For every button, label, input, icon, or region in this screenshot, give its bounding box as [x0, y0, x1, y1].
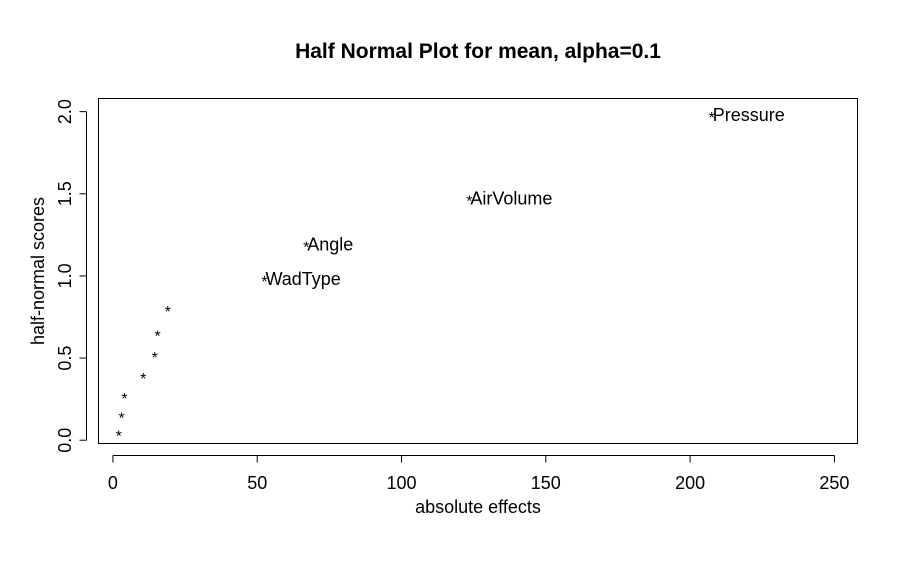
data-point: * [116, 429, 122, 446]
data-point: * [155, 328, 161, 345]
plot-area-frame [98, 98, 858, 444]
point-label: AirVolume [470, 189, 552, 209]
y-tick-label: 1.5 [55, 181, 75, 206]
data-point: * [261, 274, 267, 291]
data-point: * [118, 411, 124, 428]
x-tick-label: 50 [247, 473, 267, 493]
y-tick-label: 1.0 [55, 263, 75, 288]
y-axis: 0.0 0.5 1.0 1.5 2.0 [55, 99, 87, 453]
x-axis-label: absolute effects [415, 497, 541, 517]
y-tick-label: 0.5 [55, 346, 75, 371]
chart-title: Half Normal Plot for mean, alpha=0.1 [295, 40, 661, 63]
x-tick-label: 0 [108, 473, 118, 493]
x-tick-label: 100 [386, 473, 416, 493]
data-point: * [152, 350, 158, 367]
x-tick-label: 200 [675, 473, 705, 493]
y-axis-label: half-normal scores [28, 197, 48, 345]
x-tick-label: 150 [531, 473, 561, 493]
data-point: * [709, 110, 715, 127]
point-label: Angle [307, 235, 353, 255]
data-point: * [165, 304, 171, 321]
y-tick-label: 2.0 [55, 99, 75, 124]
data-point: * [303, 240, 309, 257]
data-points: ********WadType*Angle*AirVolume*Pressure [116, 105, 785, 446]
point-label: Pressure [713, 105, 785, 125]
x-axis: 0 50 100 150 200 250 [108, 455, 849, 493]
data-point: * [140, 371, 146, 388]
data-point: * [466, 194, 472, 211]
point-label: WadType [265, 269, 340, 289]
y-tick-label: 0.0 [55, 428, 75, 453]
x-tick-label: 250 [819, 473, 849, 493]
data-point: * [121, 391, 127, 408]
